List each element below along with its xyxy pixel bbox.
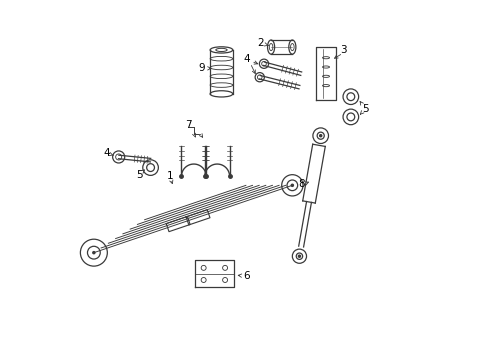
Text: 2: 2 <box>257 38 263 48</box>
Text: 1: 1 <box>166 171 173 181</box>
Text: 9: 9 <box>198 63 204 73</box>
Circle shape <box>319 135 321 137</box>
Text: 4: 4 <box>103 148 110 158</box>
Circle shape <box>291 184 293 186</box>
Circle shape <box>298 255 300 257</box>
Text: 8: 8 <box>297 179 304 189</box>
Circle shape <box>93 252 95 254</box>
Text: 6: 6 <box>243 271 249 282</box>
Text: 3: 3 <box>340 45 346 55</box>
Text: 7: 7 <box>185 120 192 130</box>
Text: 4: 4 <box>243 54 250 64</box>
Text: 5: 5 <box>136 170 143 180</box>
Text: 5: 5 <box>361 104 367 114</box>
